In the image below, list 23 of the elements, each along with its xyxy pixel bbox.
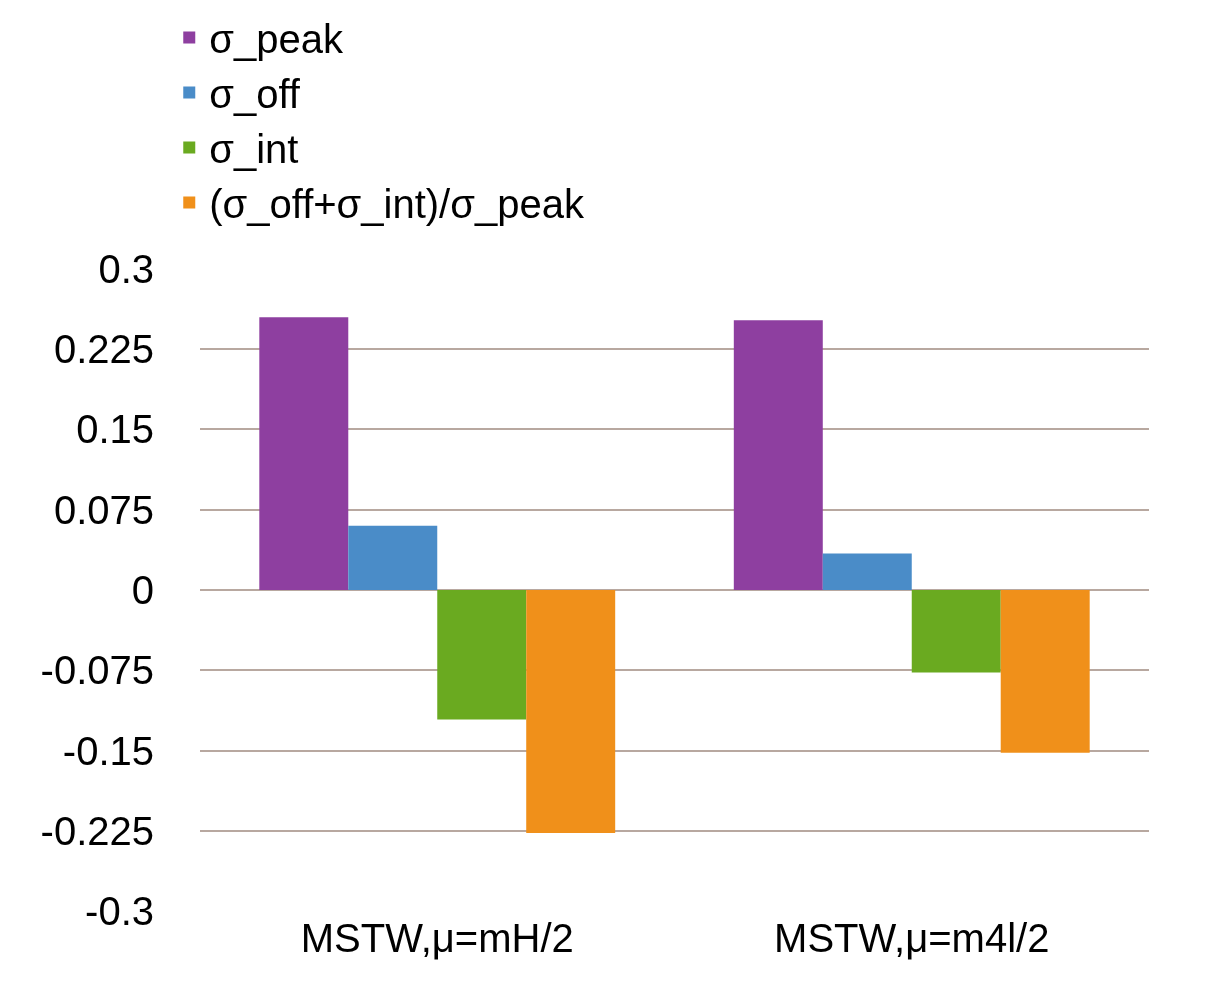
bar	[911, 589, 1001, 673]
y-tick-label: 0.15	[76, 407, 154, 452]
legend-label: (σ_off+σ_int)/σ_peak	[209, 182, 585, 227]
bar	[526, 589, 616, 833]
x-tick-label: MSTW,μ=m4l/2	[774, 916, 1050, 960]
y-tick-label: 0.225	[53, 327, 154, 372]
y-tick-label: 0.075	[53, 487, 154, 532]
bar	[259, 317, 349, 590]
y-tick-label: -0.3	[85, 889, 154, 933]
legend-label: σ_off	[209, 72, 301, 117]
legend-label: σ_int	[209, 127, 299, 172]
y-tick-label: 0.3	[98, 246, 154, 291]
bar	[733, 320, 823, 590]
y-tick-label: -0.225	[40, 808, 154, 853]
bar	[348, 525, 438, 590]
y-tick-label: 0	[131, 567, 154, 612]
legend-label: σ_peak	[209, 17, 344, 62]
bar	[1000, 589, 1090, 753]
x-tick-label: MSTW,μ=mH/2	[300, 916, 574, 960]
bar	[822, 553, 912, 590]
bar	[437, 589, 527, 720]
y-tick-label: -0.15	[62, 728, 154, 773]
y-tick-label: -0.075	[40, 648, 154, 693]
